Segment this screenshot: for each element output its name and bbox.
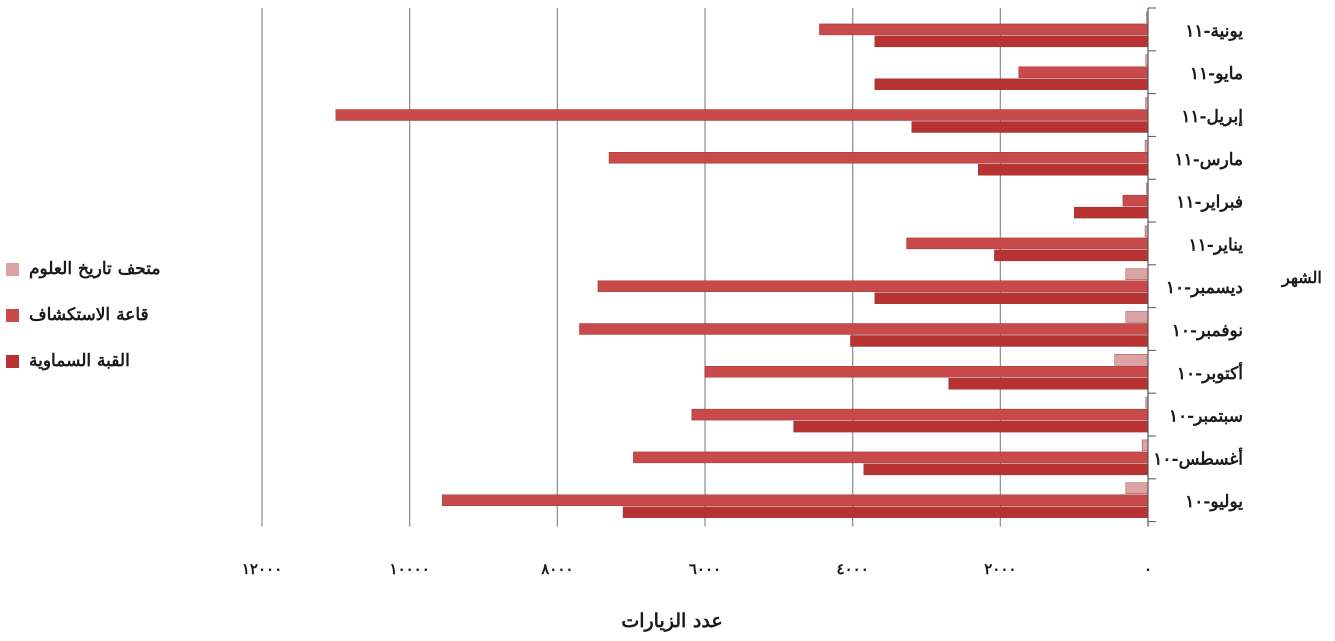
x-tick-label-5: ١٠٠٠٠ xyxy=(390,560,430,578)
y-tick-label-11: يوليو-١٠ xyxy=(1185,492,1243,512)
bar-s2-c3 xyxy=(977,164,1149,176)
bar-s1-c7 xyxy=(579,323,1149,335)
bar-s1-c9 xyxy=(691,408,1149,421)
y-tick-label-4: فبراير-١١ xyxy=(1176,193,1243,213)
y-tick-label-5: يناير-١١ xyxy=(1189,235,1244,255)
bar-s2-c4 xyxy=(1073,206,1149,219)
bar-s1-c8 xyxy=(704,366,1149,378)
bar-s2-c7 xyxy=(850,335,1149,347)
bar-s0-c10 xyxy=(1141,439,1149,452)
bar-s2-c8 xyxy=(948,378,1149,390)
x-tick-label-4: ٨٠٠٠ xyxy=(540,560,573,578)
y-tick-label-9: سبتمبر-١٠ xyxy=(1169,407,1243,427)
y-tick-label-1: مايو-١١ xyxy=(1190,64,1243,84)
bar-s1-c2 xyxy=(335,109,1149,121)
x-tick-label-1: ٢٠٠٠ xyxy=(984,560,1016,578)
legend-swatch-planetarium xyxy=(6,354,19,368)
legend: متحف تاريخ العلوم قاعة الاستكشاف القبة ا… xyxy=(6,258,161,396)
y-tick-label-10: أغسطس-١٠ xyxy=(1153,446,1243,469)
bar-s0-c8 xyxy=(1114,354,1149,366)
bar-s1-c1 xyxy=(1018,66,1149,78)
y-tick-label-0: يونية-١١ xyxy=(1185,21,1243,41)
bar-s2-c6 xyxy=(874,292,1149,304)
bar-s2-c9 xyxy=(793,420,1149,433)
x-tick-label-3: ٦٠٠٠ xyxy=(689,560,721,578)
bar-s0-c6 xyxy=(1125,268,1149,280)
bar-s1-c10 xyxy=(633,451,1149,464)
bar-s1-c5 xyxy=(906,237,1149,250)
legend-label-planetarium: القبة السماوية xyxy=(29,351,130,371)
legend-label-discovery-hall: قاعة الاستكشاف xyxy=(29,305,149,325)
bar-s0-c11 xyxy=(1125,482,1149,494)
bar-s1-c6 xyxy=(597,280,1149,292)
bar-s1-c3 xyxy=(608,152,1149,164)
axes xyxy=(1147,7,1156,527)
legend-swatch-discovery-hall xyxy=(6,308,19,322)
x-tick-label-2: ٤٠٠٠ xyxy=(837,560,869,578)
y-tick-label-8: أكتوبر-١٠ xyxy=(1177,361,1243,384)
bar-s0-c7 xyxy=(1125,311,1149,323)
y-tick-label-2: إبريل-١١ xyxy=(1181,107,1243,127)
bar-s1-c4 xyxy=(1122,194,1149,207)
x-tick-label-6: ١٢٠٠٠ xyxy=(242,560,282,578)
legend-item-planetarium: القبة السماوية xyxy=(6,350,161,372)
bar-s2-c11 xyxy=(622,506,1149,518)
legend-item-science-museum: متحف تاريخ العلوم xyxy=(6,258,161,280)
bar-s2-c0 xyxy=(874,35,1149,48)
y-tick-label-7: نوفمبر-١٠ xyxy=(1172,321,1243,341)
bar-s1-c0 xyxy=(819,23,1149,36)
bar-s2-c1 xyxy=(874,78,1149,90)
tick-labels: يونية-١١ مايو-١١ إبريل-١١ مارس-١١ فبراير-١١ ي… xyxy=(242,21,1243,578)
bars xyxy=(335,11,1149,518)
legend-item-discovery-hall: قاعة الاستكشاف xyxy=(6,304,161,326)
bar-s2-c10 xyxy=(863,463,1149,476)
bar-s1-c11 xyxy=(441,494,1149,506)
y-tick-label-3: مارس-١١ xyxy=(1174,150,1243,170)
x-axis-label: عدد الزيارات xyxy=(621,610,723,632)
bar-s2-c2 xyxy=(911,121,1149,133)
legend-swatch-science-museum xyxy=(6,262,19,276)
gridlines xyxy=(261,8,1001,527)
y-tick-label-6: ديسمبر-١٠ xyxy=(1166,278,1243,298)
legend-label-science-museum: متحف تاريخ العلوم xyxy=(29,259,161,279)
bar-s2-c5 xyxy=(994,249,1149,262)
y-axis-label: الشهر xyxy=(1282,268,1322,287)
x-tick-label-0: ٠ xyxy=(1144,560,1152,578)
